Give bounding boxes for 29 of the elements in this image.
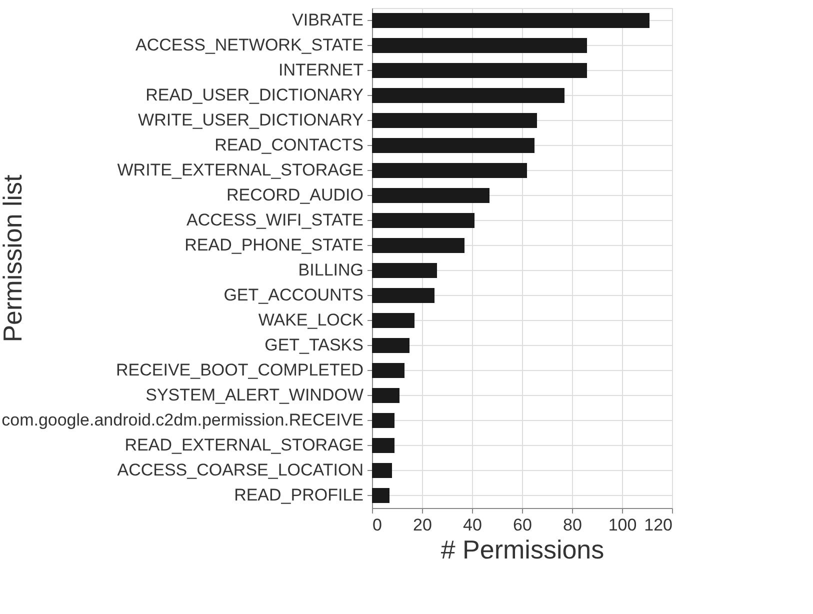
y-tick-label: READ_PHONE_STATE [184, 236, 364, 254]
y-tick-label: GET_TASKS [264, 336, 364, 354]
y-tick-label: RECEIVE_BOOT_COMPLETED [116, 360, 364, 380]
y-tick-label: BILLING [298, 260, 364, 280]
x-axis-title: # Permissions [440, 534, 604, 564]
y-tick-label: READ_CONTACTS [214, 136, 364, 154]
x-tick-label: 100 [608, 516, 637, 534]
y-tick-label: INTERNET [278, 60, 364, 80]
x-tick-label: 0 [372, 516, 382, 534]
y-tick-label: READ_EXTERNAL_STORAGE [124, 436, 364, 454]
y-tick-label: VIBRATE [292, 10, 364, 30]
x-tick-label: 60 [513, 516, 532, 534]
y-tick-label: GET_ACCOUNTS [224, 286, 364, 304]
y-tick-label: WAKE_LOCK [258, 310, 364, 330]
y-tick-label: WRITE_USER_DICTIONARY [138, 110, 364, 130]
x-tick-label: 120 [644, 516, 672, 534]
y-tick-label: ACCESS_WIFI_STATE [186, 210, 364, 230]
y-tick-label: READ_PROFILE [234, 486, 364, 504]
y-tick-label: ACCESS_NETWORK_STATE [136, 36, 364, 54]
y-tick-label: READ_USER_DICTIONARY [146, 86, 364, 104]
x-tick-label: 40 [463, 516, 482, 534]
y-tick-label: RECORD_AUDIO [226, 186, 364, 204]
y-tick-label: com.google.android.c2dm.permission.RECEIVE [2, 410, 364, 430]
y-tick-label: SYSTEM_ALERT_WINDOW [146, 386, 364, 404]
y-tick-label: ACCESS_COARSE_LOCATION [117, 460, 364, 480]
x-tick-label: 20 [413, 516, 432, 534]
y-tick-label: WRITE_EXTERNAL_STORAGE [117, 160, 364, 180]
y-axis-title: Permission list [0, 174, 28, 342]
x-tick-label: 80 [563, 516, 582, 534]
